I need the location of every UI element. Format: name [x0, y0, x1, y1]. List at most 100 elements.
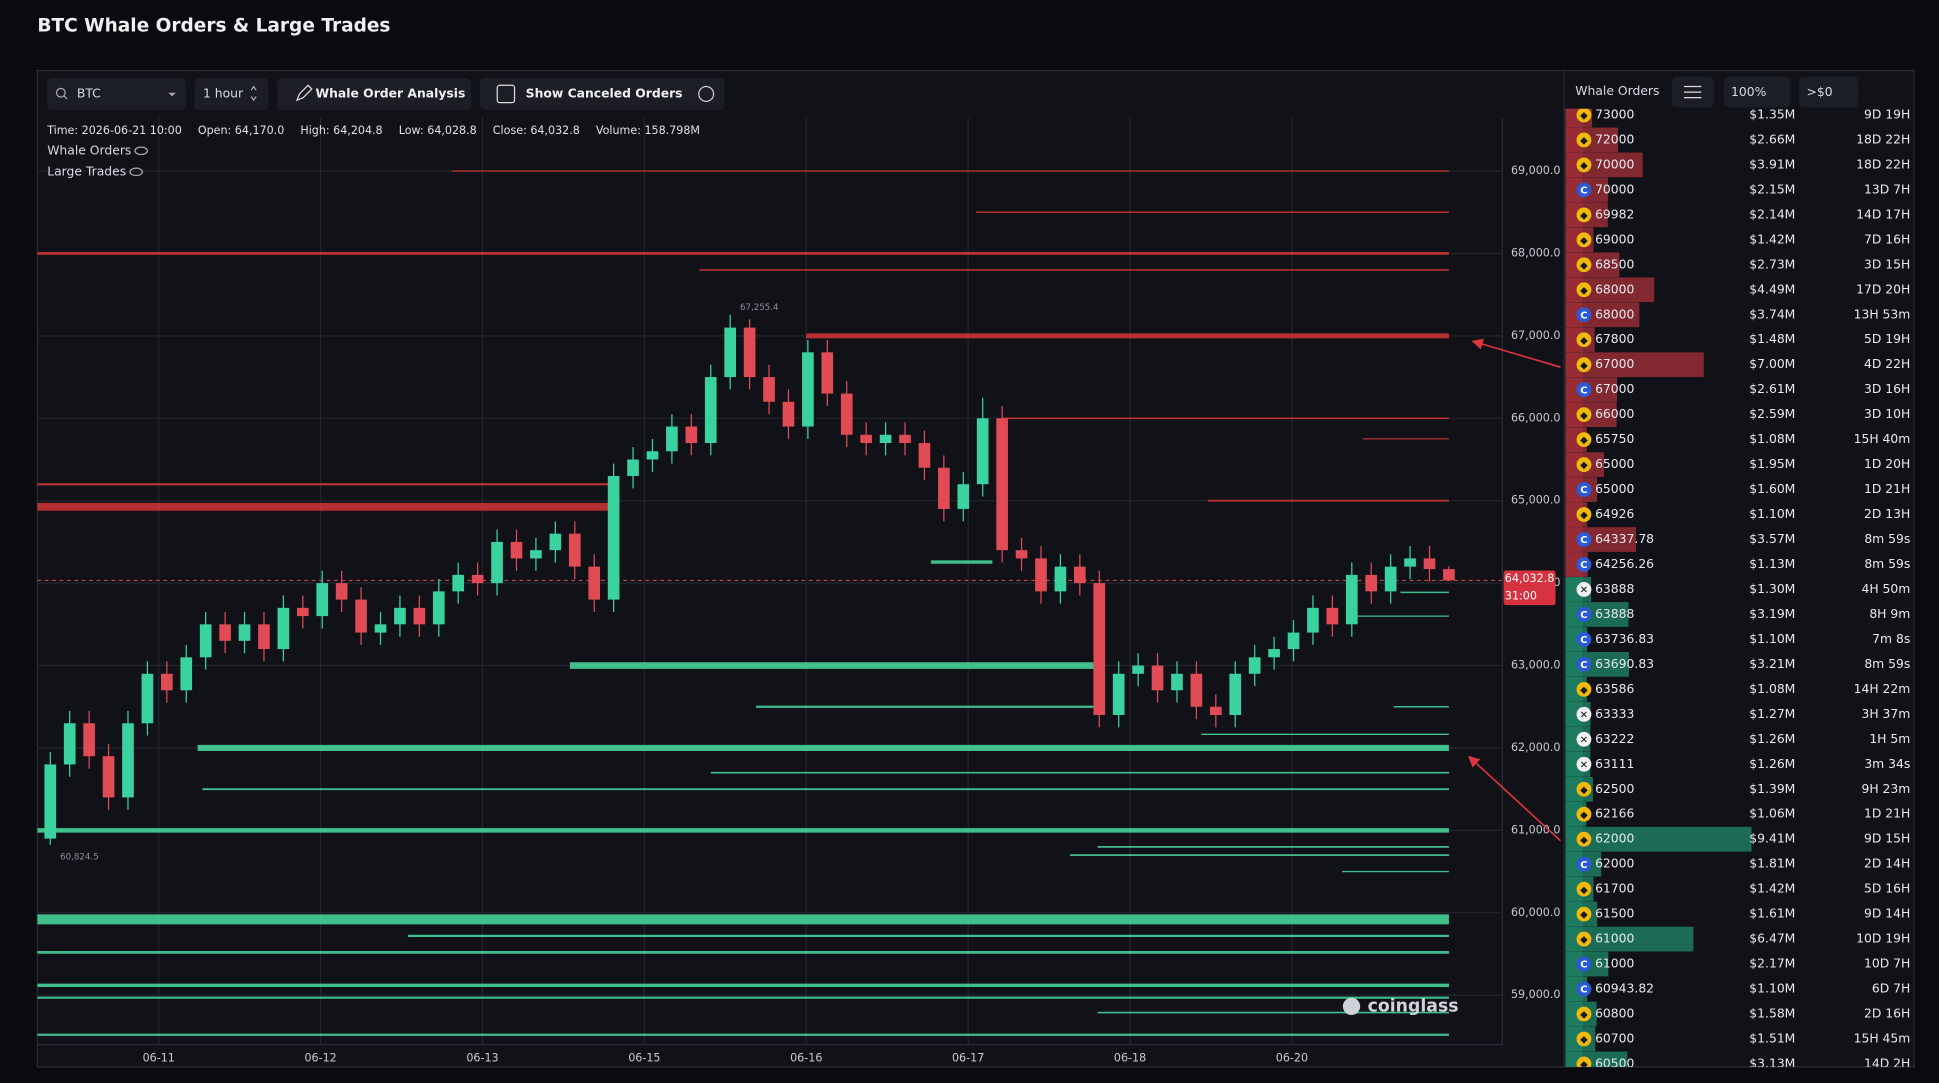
order-price: 66000	[1595, 407, 1634, 421]
symbol-select[interactable]	[47, 77, 186, 111]
exchange-icon	[1576, 132, 1592, 148]
candle-body	[1345, 574, 1358, 625]
order-amount: $1.60M	[1749, 482, 1795, 496]
order-amount: $2.14M	[1749, 207, 1795, 221]
exchange-glyph: C	[1580, 535, 1587, 546]
order-amount: $7.00M	[1749, 357, 1795, 371]
order-price: 61000	[1595, 932, 1634, 946]
candle-body	[1326, 607, 1339, 625]
order-amount: $2.15M	[1749, 182, 1795, 196]
exchange-icon	[1576, 282, 1592, 298]
candle-body	[161, 673, 173, 691]
candle-body	[782, 401, 795, 427]
exchange-icon	[1576, 557, 1592, 572]
order-price: 60500	[1595, 1056, 1634, 1070]
order-amount: $3.13M	[1749, 1056, 1795, 1070]
exchange-icon	[1576, 631, 1592, 647]
last-price-tag	[1503, 570, 1556, 606]
eye-icon[interactable]	[129, 167, 144, 177]
exchange-icon	[1576, 931, 1592, 947]
order-age: 4H 50m	[1861, 582, 1910, 596]
order-price: 60700	[1595, 1031, 1634, 1045]
exchange-icon	[1576, 806, 1592, 822]
exchange-icon	[1576, 382, 1592, 398]
order-age: 14H 22m	[1854, 682, 1911, 696]
order-price: 63222	[1595, 732, 1634, 746]
order-amount: $1.61M	[1749, 907, 1795, 921]
exchange-icon	[1576, 108, 1592, 123]
candle-body	[44, 764, 57, 839]
exchange-glyph: ◆	[1580, 210, 1588, 221]
exchange-glyph: C	[1580, 635, 1587, 646]
order-price: 62500	[1595, 782, 1634, 796]
exchange-glyph: ◆	[1580, 360, 1588, 371]
exchange-glyph: ◆	[1580, 136, 1588, 147]
caret	[168, 92, 176, 97]
order-age: 9H 23m	[1861, 782, 1910, 796]
zoom: 100%	[1731, 85, 1767, 99]
candle-body	[238, 624, 251, 641]
candle-body	[1384, 566, 1397, 592]
y-tick-label: 59,000.0	[1511, 988, 1560, 1001]
search-icon	[63, 95, 68, 100]
exchange-icon	[1576, 307, 1592, 323]
order-amount: $1.95M	[1749, 457, 1795, 471]
order-price: 63736.83	[1595, 632, 1654, 646]
candle-body	[219, 624, 231, 641]
interval-select[interactable]	[194, 77, 269, 111]
analysis-label: Whale Order Analysis	[315, 86, 465, 100]
order-price: 70000	[1595, 182, 1634, 196]
zoom-select[interactable]	[1723, 76, 1791, 108]
info-item: Close: 64,032.8	[493, 124, 580, 137]
exchange-icon	[1576, 1056, 1592, 1067]
interval: 1 hour	[203, 86, 244, 100]
eye-icon[interactable]	[134, 146, 148, 156]
order-age: 17D 20H	[1856, 282, 1910, 296]
order-age: 13D 7H	[1864, 182, 1910, 196]
order-amount: $1.26M	[1749, 757, 1795, 771]
analysis-button[interactable]	[277, 77, 472, 111]
exchange-glyph: C	[1580, 960, 1587, 971]
palette-icon[interactable]	[698, 85, 715, 102]
exchange-glyph: ◆	[1580, 235, 1588, 246]
order-age: 7m 8s	[1872, 632, 1910, 646]
settings-icon	[1684, 85, 1702, 99]
exchange-glyph: ◆	[1580, 810, 1588, 821]
exchange-glyph: ◆	[1580, 935, 1588, 946]
filter-select[interactable]	[1799, 76, 1859, 108]
exchange-glyph: ◆	[1580, 1035, 1588, 1046]
canceled-toggle[interactable]	[479, 77, 725, 111]
x-tick-label: 06-15	[628, 1051, 660, 1064]
arrow	[1468, 755, 1561, 842]
exchange-glyph: ◆	[1580, 410, 1588, 421]
candle-body	[432, 591, 445, 625]
exchange-glyph: C	[1580, 385, 1587, 396]
order-price: 60800	[1595, 1007, 1634, 1021]
order-amount: $1.13M	[1749, 557, 1795, 571]
candle-body	[549, 533, 562, 551]
y-tick-label: 60,000.0	[1511, 906, 1560, 919]
exchange-icon	[1576, 232, 1592, 248]
checkbox[interactable]	[496, 84, 516, 104]
order-age: 10D 7H	[1864, 957, 1910, 971]
exchange-icon	[1576, 182, 1592, 198]
exchange-icon	[1576, 157, 1592, 173]
amount-bar	[1565, 826, 1752, 852]
candle-body	[277, 607, 290, 650]
candle-body	[1443, 569, 1455, 581]
order-age: 7D 16H	[1864, 232, 1910, 246]
exchange-glyph: ✕	[1580, 735, 1588, 746]
orders-list: ◆ 73000 $1.35M 9D 19H ◆ 72000 $2.66M 18D 22H ◆ 70…	[1565, 108, 1911, 1070]
exchange-glyph: ◆	[1580, 460, 1588, 471]
filter: >$0	[1806, 85, 1832, 99]
caret	[250, 85, 257, 102]
candle-body	[1287, 632, 1300, 650]
order-amount: $6.47M	[1749, 932, 1795, 946]
order-price: 68500	[1595, 257, 1634, 271]
info-item: Open: 64,170.0	[198, 124, 284, 137]
candle-body	[1093, 583, 1106, 715]
candle-body	[1132, 665, 1144, 674]
order-age: 2D 13H	[1864, 507, 1910, 521]
order-price: 65000	[1595, 482, 1634, 496]
order-price: 72000	[1595, 132, 1634, 146]
